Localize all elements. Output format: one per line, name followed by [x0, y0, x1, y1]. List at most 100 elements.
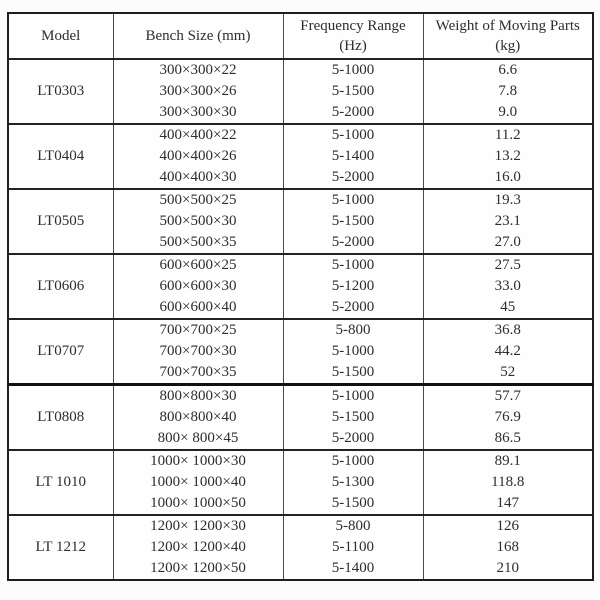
table-row: 400×400×30 5-2000 16.0	[8, 167, 594, 189]
frequency-range-cell: 5-2000	[282, 102, 424, 124]
frequency-range-cell: 5-1100	[282, 537, 424, 558]
weight-cell: 33.0	[422, 276, 594, 297]
frequency-range-cell: 5-1000	[282, 58, 424, 81]
table-row: 1200× 1200×40 5-1100 168	[8, 537, 594, 558]
bench-size-cell: 600×600×30	[112, 276, 284, 297]
bench-size-cell: 800×800×30	[112, 383, 284, 407]
frequency-range-cell: 5-2000	[282, 167, 424, 189]
table-row: LT0505 500×500×25 5-1000 19.3	[7, 188, 594, 254]
model-cell: LT0808	[7, 383, 114, 450]
weight-cell: 147	[422, 493, 594, 515]
bench-size-cell: 400×400×22	[112, 123, 284, 146]
frequency-range-cell: 5-1000	[282, 188, 424, 211]
bench-size-cell: 300×300×30	[112, 102, 284, 124]
frequency-range-cell: 5-1400	[282, 558, 424, 580]
bench-size-cell: 500×500×35	[112, 232, 284, 254]
bench-size-cell: 500×500×30	[112, 211, 284, 232]
table-row: 600×600×30 5-1200 33.0	[8, 276, 594, 297]
weight-cell: 36.8	[422, 318, 594, 341]
header-row: Model Bench Size (mm) Frequency Range (H…	[7, 13, 594, 60]
col-header-frequency-range: Frequency Range (Hz)	[282, 13, 424, 60]
col-header-bench-size: Bench Size (mm)	[112, 13, 284, 60]
weight-cell: 23.1	[422, 211, 594, 232]
table-row: 600×600×40 5-2000 45	[8, 297, 594, 319]
bench-size-cell: 800× 800×45	[112, 428, 284, 450]
frequency-range-cell: 5-1000	[282, 123, 424, 146]
bench-size-cell: 700×700×35	[112, 362, 284, 385]
model-cell: LT0404	[7, 123, 114, 189]
frequency-range-cell: 5-1500	[282, 493, 424, 515]
model-cell: LT0606	[7, 253, 114, 319]
weight-cell: 45	[422, 297, 594, 319]
page: Model Bench Size (mm) Frequency Range (H…	[7, 12, 594, 581]
frequency-range-cell: 5-800	[282, 514, 424, 537]
spec-table: Model Bench Size (mm) Frequency Range (H…	[7, 12, 594, 581]
frequency-range-cell: 5-1000	[282, 449, 424, 472]
frequency-range-cell: 5-1200	[282, 276, 424, 297]
bench-size-cell: 1000× 1000×30	[112, 449, 284, 472]
weight-cell: 118.8	[422, 472, 594, 493]
table-row: 700×700×35 5-1500 52	[8, 362, 594, 385]
frequency-range-cell: 5-1400	[282, 146, 424, 167]
frequency-range-cell: 5-800	[282, 318, 424, 341]
model-cell: LT0303	[7, 58, 114, 124]
model-cell: LT0505	[7, 188, 114, 254]
bench-size-cell: 600×600×40	[112, 297, 284, 319]
weight-cell: 210	[422, 558, 594, 580]
weight-cell: 57.7	[422, 383, 594, 407]
model-cell: LT 1010	[7, 449, 114, 515]
weight-cell: 44.2	[422, 341, 594, 362]
frequency-range-cell: 5-1500	[282, 81, 424, 102]
weight-cell: 6.6	[422, 58, 594, 81]
table-row: 800× 800×45 5-2000 86.5	[8, 428, 594, 450]
bench-size-cell: 1200× 1200×40	[112, 537, 284, 558]
table-row: 400×400×26 5-1400 13.2	[8, 146, 594, 167]
frequency-range-cell: 5-2000	[282, 232, 424, 254]
weight-cell: 13.2	[422, 146, 594, 167]
weight-cell: 16.0	[422, 167, 594, 189]
bench-size-cell: 1200× 1200×30	[112, 514, 284, 537]
weight-cell: 89.1	[422, 449, 594, 472]
weight-cell: 76.9	[422, 407, 594, 428]
bench-size-cell: 300×300×26	[112, 81, 284, 102]
bench-size-cell: 800×800×40	[112, 407, 284, 428]
weight-cell: 19.3	[422, 188, 594, 211]
table-row: 1000× 1000×50 5-1500 147	[8, 493, 594, 515]
weight-cell: 27.0	[422, 232, 594, 254]
col-header-weight: Weight of Moving Parts (kg)	[422, 13, 594, 60]
bench-size-cell: 700×700×30	[112, 341, 284, 362]
weight-cell: 9.0	[422, 102, 594, 124]
table-row: LT 1010 1000× 1000×30 5-1000 89.1	[7, 449, 594, 515]
weight-cell: 7.8	[422, 81, 594, 102]
weight-cell: 52	[422, 362, 594, 385]
table-row: LT0303 300×300×22 5-1000 6.6	[7, 58, 594, 124]
table-row: 800×800×40 5-1500 76.9	[8, 407, 594, 428]
frequency-range-cell: 5-1500	[282, 211, 424, 232]
bench-size-cell: 400×400×30	[112, 167, 284, 189]
table-row: LT 1212 1200× 1200×30 5-800 126	[7, 514, 594, 580]
frequency-range-cell: 5-1500	[282, 407, 424, 428]
bench-size-cell: 1000× 1000×50	[112, 493, 284, 515]
bench-size-cell: 600×600×25	[112, 253, 284, 276]
weight-cell: 126	[422, 514, 594, 537]
frequency-range-cell: 5-1000	[282, 341, 424, 362]
bench-size-cell: 500×500×25	[112, 188, 284, 211]
model-cell: LT0707	[7, 318, 114, 385]
bench-size-cell: 700×700×25	[112, 318, 284, 341]
table-row: LT0404 400×400×22 5-1000 11.2	[7, 123, 594, 189]
weight-cell: 11.2	[422, 123, 594, 146]
table-row: 500×500×35 5-2000 27.0	[8, 232, 594, 254]
bench-size-cell: 300×300×22	[112, 58, 284, 81]
table-row: 1200× 1200×50 5-1400 210	[8, 558, 594, 580]
bench-size-cell: 1200× 1200×50	[112, 558, 284, 580]
col-header-model: Model	[7, 13, 114, 60]
table-row: 300×300×30 5-2000 9.0	[8, 102, 594, 124]
frequency-range-cell: 5-1000	[282, 253, 424, 276]
frequency-range-cell: 5-1300	[282, 472, 424, 493]
weight-cell: 27.5	[422, 253, 594, 276]
bench-size-cell: 400×400×26	[112, 146, 284, 167]
model-cell: LT 1212	[7, 514, 114, 580]
weight-cell: 168	[422, 537, 594, 558]
frequency-range-cell: 5-2000	[282, 297, 424, 319]
table-row: 1000× 1000×40 5-1300 118.8	[8, 472, 594, 493]
